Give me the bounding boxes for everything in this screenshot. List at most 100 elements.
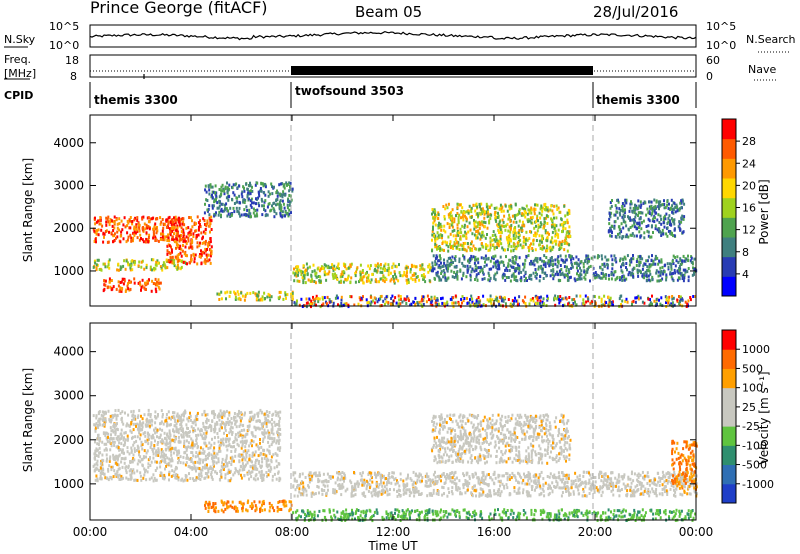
power-cell: [551, 230, 554, 234]
power-cell: [330, 265, 333, 269]
power-cell: [434, 209, 436, 213]
power-cell: [152, 282, 155, 285]
power-cell: [407, 280, 410, 284]
power-cell: [264, 193, 267, 197]
velocity-cell: [161, 459, 164, 463]
power-cell: [508, 258, 511, 262]
power-cell: [181, 249, 184, 253]
power-cell: [510, 206, 513, 210]
power-cell: [252, 201, 255, 205]
power-cell: [270, 182, 273, 186]
velocity-cell: [220, 464, 223, 468]
power-cell: [584, 273, 587, 277]
power-cell: [275, 199, 278, 203]
power-cell: [672, 211, 675, 215]
velocity-cell: [194, 467, 197, 471]
power-cell: [470, 216, 473, 219]
power-cell: [242, 198, 245, 202]
power-cell: [421, 295, 424, 299]
power-cell: [493, 247, 496, 251]
velocity-cell: [101, 410, 104, 414]
power-cell: [618, 297, 621, 301]
power-cell: [503, 214, 506, 218]
power-cell: [439, 265, 442, 269]
power-cell: [512, 248, 515, 252]
power-cell: [307, 278, 310, 282]
power-cell: [185, 226, 188, 230]
power-cell: [559, 223, 562, 227]
velocity-cell: [257, 411, 260, 415]
velocity-cell: [139, 428, 142, 432]
velocity-cell: [155, 478, 158, 482]
power-cell: [477, 266, 480, 270]
power-scatter: [92, 181, 698, 309]
power-cell: [501, 246, 504, 250]
power-cell: [693, 257, 696, 261]
power-cell: [463, 234, 466, 238]
power-cell: [260, 181, 263, 185]
power-cell: [477, 213, 480, 217]
power-cell: [625, 198, 628, 202]
power-cell: [391, 266, 394, 270]
power-cell: [525, 211, 527, 215]
power-cell: [550, 269, 553, 273]
power-cell: [245, 213, 248, 217]
power-cell: [532, 238, 535, 242]
power-cell: [449, 242, 451, 246]
noise-right-label: N.Search: [746, 33, 796, 46]
velocity-cell: [150, 441, 153, 445]
power-cell: [509, 237, 512, 241]
power-cell: [522, 245, 525, 249]
power-cell: [459, 235, 462, 239]
power-cell: [313, 302, 316, 306]
velocity-cell: [249, 471, 252, 475]
power-cell: [674, 271, 677, 275]
power-cell: [271, 204, 273, 208]
power-cell: [463, 223, 466, 227]
velocity-cell: [251, 454, 254, 458]
power-cell: [589, 264, 592, 268]
velocity-cell: [230, 429, 232, 433]
power-cell: [497, 222, 500, 226]
power-cell: [205, 190, 208, 194]
power-cell: [152, 258, 155, 262]
power-cell: [620, 222, 623, 226]
power-cell: [110, 279, 113, 282]
power-cell: [620, 276, 623, 280]
power-cell: [659, 302, 662, 306]
power-cell: [398, 263, 400, 267]
power-cell: [279, 211, 282, 215]
velocity-cell: [174, 447, 177, 451]
power-cell: [500, 260, 503, 264]
power-cell: [462, 244, 465, 248]
power-cell: [116, 226, 119, 230]
power-cell: [674, 264, 677, 268]
power-cell: [678, 302, 681, 306]
power-cell: [554, 258, 557, 262]
power-cell: [197, 233, 200, 237]
power-cell: [568, 230, 571, 234]
velocity-cell: [148, 477, 151, 481]
power-cell: [271, 192, 274, 196]
velocity-cell: [104, 476, 107, 480]
velocity-cell: [246, 424, 249, 428]
power-cell: [608, 222, 611, 226]
power-cell: [665, 232, 668, 236]
power-cell: [540, 240, 543, 244]
power-cell: [636, 268, 639, 272]
power-cell: [413, 273, 416, 277]
power-cell: [525, 204, 528, 208]
power-cell: [334, 272, 336, 276]
power-cell: [461, 295, 464, 299]
power-cell: [125, 259, 128, 263]
power-cell: [95, 263, 98, 267]
power-cell: [463, 211, 466, 215]
power-cell: [113, 221, 116, 225]
velocity-cell: [133, 449, 136, 453]
velocity-cell: [261, 460, 264, 464]
power-cell: [224, 187, 227, 191]
power-cell: [523, 209, 526, 213]
power-cell: [167, 233, 170, 237]
power-cell: [630, 260, 633, 264]
power-cell: [615, 206, 618, 210]
